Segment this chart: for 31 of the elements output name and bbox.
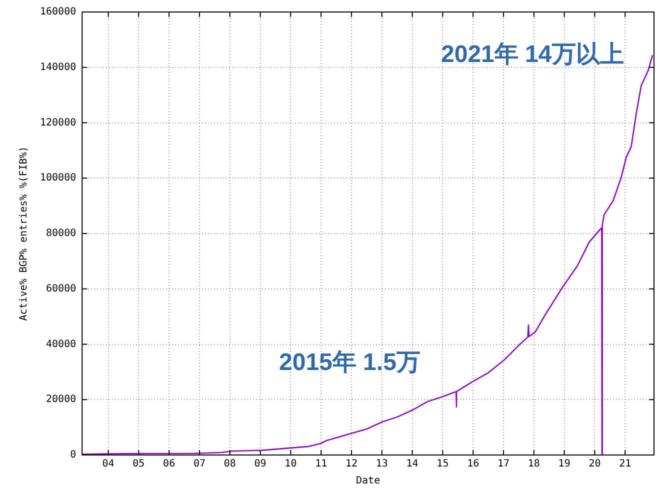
y-tick-label: 20000 bbox=[46, 394, 76, 406]
x-axis-title: Date bbox=[356, 476, 380, 487]
y-tick-label: 100000 bbox=[40, 172, 76, 184]
y-tick-label: 120000 bbox=[40, 117, 76, 128]
y-tick-label: 140000 bbox=[40, 62, 76, 73]
y-tick-label: 40000 bbox=[46, 338, 76, 350]
x-tick-label: 13 bbox=[376, 458, 388, 470]
x-tick-label: 07 bbox=[193, 458, 206, 470]
y-axis-title: Active% BGP% entries% %(FIB%) bbox=[18, 146, 30, 321]
x-tick-label: 14 bbox=[406, 458, 418, 470]
x-tick-label: 08 bbox=[224, 458, 236, 470]
x-tick-label: 09 bbox=[254, 458, 266, 470]
y-tick-label: 60000 bbox=[46, 283, 76, 294]
x-tick-label: 18 bbox=[528, 458, 540, 470]
x-tick-label: 20 bbox=[588, 458, 601, 470]
annotation: 2021年 14万以上 bbox=[441, 40, 624, 70]
x-tick-label: 06 bbox=[163, 458, 176, 470]
x-tick-label: 17 bbox=[497, 458, 510, 470]
x-tick-label: 04 bbox=[102, 458, 114, 470]
y-tick-label: 80000 bbox=[46, 228, 76, 240]
x-tick-label: 10 bbox=[284, 458, 297, 470]
x-tick-label: 12 bbox=[345, 458, 358, 470]
x-tick-label: 16 bbox=[467, 458, 480, 470]
x-tick-label: 19 bbox=[558, 458, 570, 470]
y-tick-label: 0 bbox=[70, 450, 76, 461]
x-tick-label: 15 bbox=[436, 458, 449, 470]
x-tick-label: 05 bbox=[132, 458, 145, 470]
x-tick-label: 11 bbox=[315, 458, 328, 470]
annotation: 2015年 1.5万 bbox=[279, 348, 420, 378]
y-tick-label: 160000 bbox=[40, 6, 76, 18]
x-tick-label: 21 bbox=[619, 458, 632, 470]
